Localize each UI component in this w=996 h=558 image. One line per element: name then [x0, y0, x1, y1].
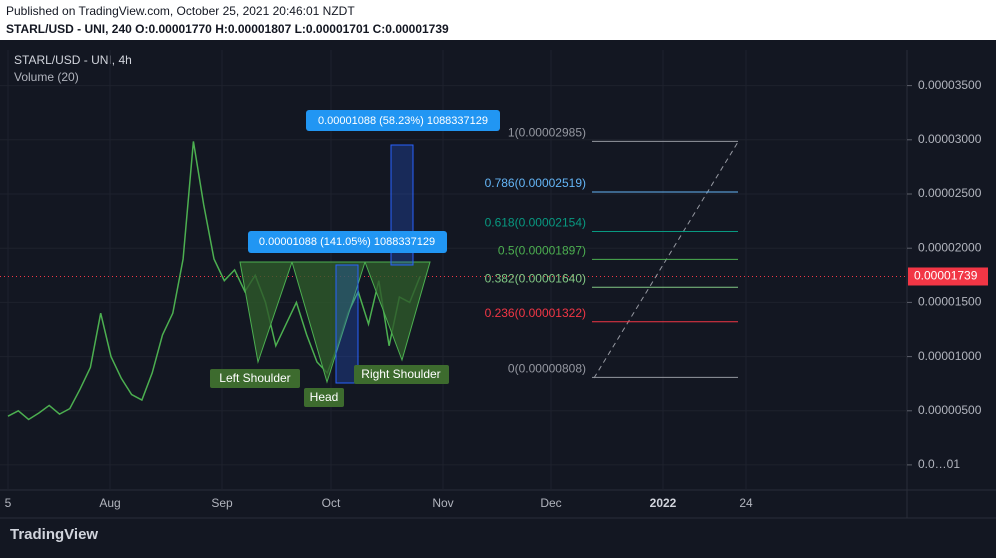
fib-label: 0(0.00000808) [508, 362, 586, 376]
y-tick-label: 0.00003500 [918, 78, 982, 92]
last-price-box [908, 267, 988, 286]
measure-box [306, 110, 500, 131]
header-bar [0, 0, 996, 40]
x-tick-label: 2022 [650, 496, 677, 510]
brand[interactable]: TradingView [10, 526, 98, 543]
head-shape [291, 261, 366, 384]
measure-shape [335, 264, 359, 384]
fib-label: 0.5(0.00001897) [498, 244, 586, 258]
y-tick-label: 0.00002000 [918, 240, 982, 254]
annotation: Left Shoulder [219, 371, 290, 385]
x-tick-label: Nov [432, 496, 453, 510]
annotation-box [354, 365, 449, 384]
last-price-label: 0.00001739 [914, 269, 978, 283]
fib-label: 0.618(0.00002154) [485, 216, 586, 230]
x-tick-label: 24 [739, 496, 753, 510]
y-tick-label: 0.0…01 [918, 457, 960, 471]
x-tick-label: Oct [322, 496, 341, 510]
fib-label: 1(0.00002985) [508, 126, 586, 140]
measure-label: 0.00001088 (58.23%) 1088337129 [318, 115, 488, 127]
annotation-box [210, 369, 300, 388]
measure-box [248, 231, 447, 253]
y-tick-label: 0.00001000 [918, 349, 982, 363]
shoulder-shape [239, 261, 293, 364]
fib-trend [593, 141, 739, 379]
fib-label: 0.236(0.00001322) [485, 306, 586, 320]
y-tick-label: 0.00000500 [918, 403, 982, 417]
subheader: STARL/USD - UNI, 240 O:0.00001770 H:0.00… [6, 22, 449, 36]
x-tick-label: 5 [5, 496, 12, 510]
fib-label: 0.786(0.00002519) [485, 176, 586, 190]
footer [0, 520, 996, 553]
x-tick-label: Aug [99, 496, 120, 510]
measure-label: 0.00001088 (141.05%) 1088337129 [259, 236, 435, 248]
legend-title: STARL/USD - UNI, 4h [14, 53, 132, 67]
shoulder-shape [364, 261, 431, 362]
y-tick-label: 0.00002500 [918, 186, 982, 200]
y-tick-label: 0.00001500 [918, 295, 982, 309]
annotation: Right Shoulder [361, 367, 440, 381]
header: Published on TradingView.com, October 25… [6, 4, 355, 18]
x-tick-label: Sep [211, 496, 233, 510]
annotation: Head [310, 390, 339, 404]
legend-volume: Volume (20) [14, 70, 79, 84]
x-tick-label: Dec [540, 496, 561, 510]
annotation-box [304, 388, 344, 407]
fib-label: 0.382(0.00001640) [485, 271, 586, 285]
y-tick-label: 0.00003000 [918, 132, 982, 146]
